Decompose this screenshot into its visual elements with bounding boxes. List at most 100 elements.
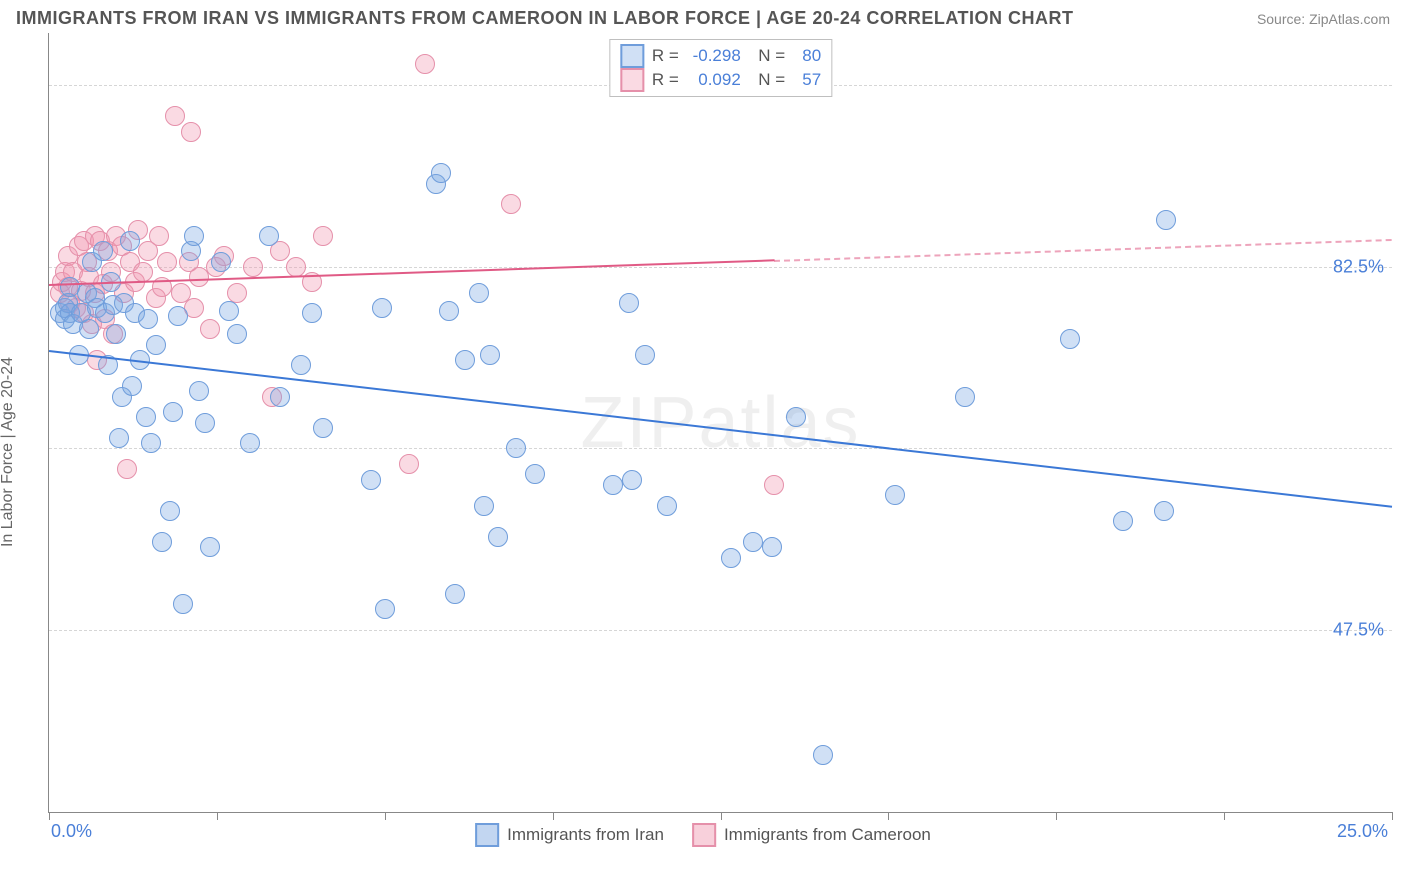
- legend-label-cameroon: Immigrants from Cameroon: [724, 825, 931, 845]
- legend-label-iran: Immigrants from Iran: [507, 825, 664, 845]
- data-point: [133, 262, 153, 282]
- data-point: [1113, 511, 1133, 531]
- x-tick: [385, 812, 386, 820]
- data-point: [439, 301, 459, 321]
- data-point: [431, 163, 451, 183]
- data-point: [286, 257, 306, 277]
- data-point: [415, 54, 435, 74]
- y-tick-label: 82.5%: [1333, 256, 1384, 277]
- data-point: [619, 293, 639, 313]
- data-point: [259, 226, 279, 246]
- data-point: [109, 428, 129, 448]
- legend-item-cameroon: Immigrants from Cameroon: [692, 823, 931, 847]
- data-point: [117, 459, 137, 479]
- data-point: [141, 433, 161, 453]
- x-tick: [1056, 812, 1057, 820]
- n-value-iran: 80: [793, 46, 821, 66]
- legend-item-iran: Immigrants from Iran: [475, 823, 664, 847]
- data-point: [184, 226, 204, 246]
- data-point: [1060, 329, 1080, 349]
- data-point: [227, 324, 247, 344]
- data-point: [136, 407, 156, 427]
- data-point: [743, 532, 763, 552]
- data-point: [372, 298, 392, 318]
- chart-header: IMMIGRANTS FROM IRAN VS IMMIGRANTS FROM …: [0, 0, 1406, 33]
- data-point: [302, 303, 322, 323]
- chart-container: In Labor Force | Age 20-24 ZIPatlas R = …: [0, 33, 1406, 853]
- data-point: [375, 599, 395, 619]
- data-point: [93, 241, 113, 261]
- data-point: [721, 548, 741, 568]
- legend-row-iran: R = -0.298 N = 80: [620, 44, 821, 68]
- data-point: [622, 470, 642, 490]
- data-point: [165, 106, 185, 126]
- data-point: [474, 496, 494, 516]
- data-point: [762, 537, 782, 557]
- data-point: [813, 745, 833, 765]
- x-tick: [1392, 812, 1393, 820]
- data-point: [173, 594, 193, 614]
- data-point: [189, 381, 209, 401]
- legend-row-cameroon: R = 0.092 N = 57: [620, 68, 821, 92]
- data-point: [955, 387, 975, 407]
- data-point: [240, 433, 260, 453]
- data-point: [488, 527, 508, 547]
- data-point: [149, 226, 169, 246]
- swatch-iran-bottom: [475, 823, 499, 847]
- data-point: [399, 454, 419, 474]
- x-tick: [217, 812, 218, 820]
- swatch-iran: [620, 44, 644, 68]
- data-point: [480, 345, 500, 365]
- data-point: [1156, 210, 1176, 230]
- gridline-h: [49, 630, 1392, 631]
- data-point: [603, 475, 623, 495]
- r-value-cameroon: 0.092: [687, 70, 741, 90]
- data-point: [195, 413, 215, 433]
- data-point: [211, 252, 231, 272]
- chart-title: IMMIGRANTS FROM IRAN VS IMMIGRANTS FROM …: [16, 8, 1074, 29]
- x-tick-label: 0.0%: [51, 821, 92, 842]
- data-point: [361, 470, 381, 490]
- data-point: [219, 301, 239, 321]
- data-point: [79, 319, 99, 339]
- data-point: [313, 418, 333, 438]
- data-point: [157, 252, 177, 272]
- data-point: [146, 335, 166, 355]
- swatch-cameroon-bottom: [692, 823, 716, 847]
- watermark: ZIPatlas: [580, 382, 860, 464]
- data-point: [168, 306, 188, 326]
- data-point: [1154, 501, 1174, 521]
- data-point: [635, 345, 655, 365]
- data-point: [525, 464, 545, 484]
- data-point: [291, 355, 311, 375]
- n-value-cameroon: 57: [793, 70, 821, 90]
- plot-area: ZIPatlas R = -0.298 N = 80 R = 0.092 N =…: [48, 33, 1392, 813]
- data-point: [270, 387, 290, 407]
- trend-line: [774, 239, 1392, 262]
- data-point: [138, 309, 158, 329]
- data-point: [122, 376, 142, 396]
- series-legend: Immigrants from Iran Immigrants from Cam…: [475, 823, 931, 847]
- source-attribution: Source: ZipAtlas.com: [1257, 11, 1390, 27]
- trend-line: [49, 350, 1392, 508]
- y-axis-label: In Labor Force | Age 20-24: [0, 357, 17, 547]
- x-tick: [721, 812, 722, 820]
- data-point: [120, 231, 140, 251]
- x-tick: [49, 812, 50, 820]
- data-point: [501, 194, 521, 214]
- x-tick: [888, 812, 889, 820]
- data-point: [181, 122, 201, 142]
- data-point: [152, 532, 172, 552]
- x-tick: [1224, 812, 1225, 820]
- data-point: [200, 319, 220, 339]
- data-point: [313, 226, 333, 246]
- data-point: [764, 475, 784, 495]
- data-point: [163, 402, 183, 422]
- r-value-iran: -0.298: [687, 46, 741, 66]
- data-point: [506, 438, 526, 458]
- swatch-cameroon: [620, 68, 644, 92]
- data-point: [200, 537, 220, 557]
- data-point: [243, 257, 263, 277]
- data-point: [106, 324, 126, 344]
- data-point: [885, 485, 905, 505]
